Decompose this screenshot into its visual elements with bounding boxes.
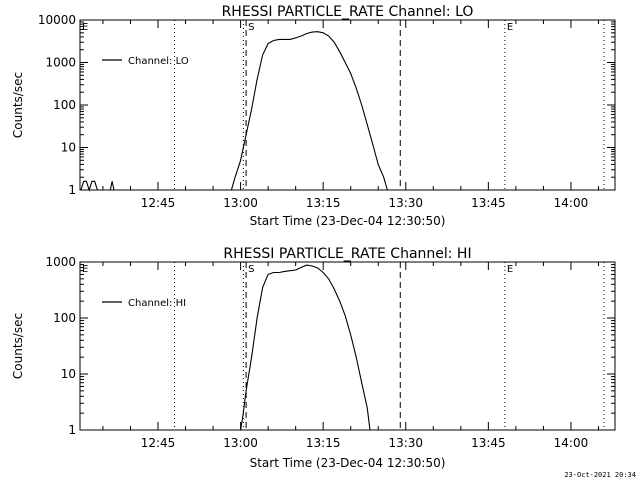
event-marker-label: E [507,22,513,33]
y-tick-label: 1000 [45,255,76,269]
event-marker-label: E [82,264,88,275]
x-tick-label: 14:00 [554,196,589,210]
series-line [80,31,388,192]
y-tick-label: 1 [68,183,76,197]
legend-label: Channel: LO [128,56,189,67]
x-axis-label: Start Time (23-Dec-04 12:30:50) [250,214,446,228]
x-tick-label: 13:15 [306,196,341,210]
event-marker-label: S [248,264,254,275]
plot-frame [79,261,616,431]
y-tick-label: 10000 [38,13,76,27]
x-tick-label: 12:45 [141,436,176,450]
generated-timestamp: 23-Oct-2021 20:34 [564,471,636,479]
x-tick-label: 14:00 [554,436,589,450]
event-marker-label: E [507,264,513,275]
plot-frame [79,19,616,191]
y-axis-label: Counts/sec [11,72,25,138]
x-axis-label: Start Time (23-Dec-04 12:30:50) [250,456,446,470]
y-tick-label: 10 [61,141,76,155]
y-tick-label: 10 [61,367,76,381]
x-tick-label: 13:45 [471,196,506,210]
y-tick-label: 100 [53,311,76,325]
chart-title: RHESSI PARTICLE_RATE Channel: HI [223,246,471,262]
x-tick-label: 13:00 [223,196,258,210]
series-line [240,264,371,431]
x-tick-label: 12:45 [141,196,176,210]
legend-label: Channel: HI [128,298,186,309]
chart-title: RHESSI PARTICLE_RATE Channel: LO [222,4,474,20]
event-marker-label: S [248,22,254,33]
event-marker-label: E [82,22,88,33]
x-tick-label: 13:15 [306,436,341,450]
y-tick-label: 100 [53,98,76,112]
x-tick-label: 13:30 [388,436,423,450]
y-tick-label: 1 [68,423,76,437]
x-tick-label: 13:45 [471,436,506,450]
y-tick-label: 1000 [45,56,76,70]
x-tick-label: 13:00 [223,436,258,450]
x-tick-label: 13:30 [388,196,423,210]
y-axis-label: Counts/sec [11,313,25,379]
